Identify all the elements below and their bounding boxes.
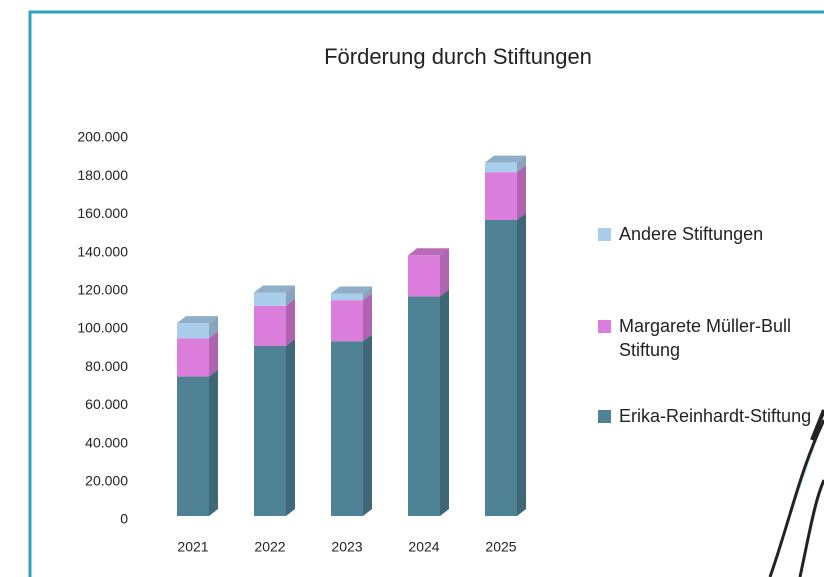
bar-side — [440, 248, 449, 296]
bar — [408, 255, 440, 296]
y-tick-label: 80.000 — [85, 358, 128, 374]
chart: Förderung durch Stiftungen 0 20.000 40.000… — [0, 0, 824, 577]
bar-side — [363, 334, 372, 516]
bar-side — [286, 339, 295, 516]
legend-swatch — [598, 228, 611, 241]
y-tick-label: 180.000 — [77, 167, 128, 183]
legend-item: Andere Stiftungen — [598, 222, 819, 246]
y-tick-label: 200.000 — [77, 129, 128, 145]
bar — [331, 300, 363, 341]
bar — [485, 172, 517, 220]
y-tick-label: 20.000 — [85, 473, 128, 489]
bar — [408, 296, 440, 516]
legend-swatch — [598, 410, 611, 423]
y-tick-label: 60.000 — [85, 396, 128, 412]
bar-side — [517, 213, 526, 516]
bar — [485, 220, 517, 516]
x-tick-label: 2021 — [177, 539, 208, 555]
bar — [177, 323, 209, 338]
bar — [254, 293, 286, 306]
pen-drawing — [770, 420, 824, 577]
x-tick-label: 2023 — [331, 539, 362, 555]
legend-label: Erika-Reinhardt-Stiftung — [619, 404, 819, 428]
bar — [177, 377, 209, 516]
x-tick-label: 2024 — [408, 539, 439, 555]
y-tick-label: 160.000 — [77, 205, 128, 221]
x-tick-label: 2025 — [485, 539, 516, 555]
legend-label: Margarete Müller-Bull Stiftung — [619, 314, 819, 362]
y-tick-label: 40.000 — [85, 434, 128, 450]
bar — [331, 293, 363, 300]
y-tick-label: 100.000 — [77, 320, 128, 336]
legend-swatch — [598, 320, 611, 333]
bar-side — [209, 370, 218, 516]
y-tick-label: 0 — [120, 511, 128, 527]
chart-title: Förderung durch Stiftungen — [324, 44, 592, 69]
legend-item: Margarete Müller-Bull Stiftung — [598, 314, 819, 362]
y-tick-label: 120.000 — [77, 282, 128, 298]
x-tick-label: 2022 — [254, 539, 285, 555]
bar-side — [209, 331, 218, 376]
bar — [177, 338, 209, 376]
legend-item: Erika-Reinhardt-Stiftung — [598, 404, 819, 428]
bar-side — [286, 299, 295, 346]
y-tick-label: 140.000 — [77, 243, 128, 259]
legend-label: Andere Stiftungen — [619, 222, 819, 246]
bar — [254, 346, 286, 516]
bar-side — [363, 293, 372, 341]
page: Förderung durch Stiftungen 0 20.000 40.000… — [0, 0, 824, 577]
bar-side — [517, 165, 526, 220]
bar — [331, 341, 363, 516]
bar-side — [440, 289, 449, 516]
bar — [254, 306, 286, 346]
bar — [485, 163, 517, 173]
